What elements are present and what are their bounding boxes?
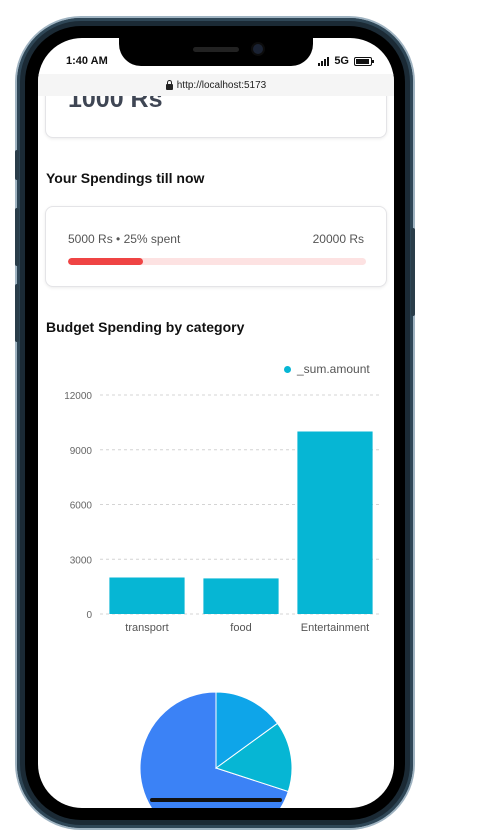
lock-icon [165,79,173,90]
budget-amount-card: 1000 Rs [45,96,387,138]
x-tick-label: transport [125,622,168,634]
chart-legend[interactable]: _sum.amount [284,362,370,376]
status-bar: 1:40 AM 5G [38,38,394,78]
category-pie-chart [139,691,293,808]
network-label: 5G [334,55,349,67]
notch [119,38,313,66]
volume-up-button [15,208,19,266]
category-title: Budget Spending by category [46,319,245,335]
browser-url-bar[interactable]: http://localhost:5173 [38,74,394,96]
y-tick-label: 6000 [70,501,93,512]
url-text[interactable]: http://localhost:5173 [176,79,267,91]
legend-dot-icon [284,365,291,373]
bar-entertainment[interactable] [297,431,373,615]
category-bar-chart: 0 3000 6000 9000 12000 transport food Entertain… [64,391,382,634]
bar-food[interactable] [203,578,279,614]
pie-slice-1[interactable] [214,722,293,793]
spendings-card: 5000 Rs • 25% spent 20000 Rs [45,206,387,287]
mute-switch [15,150,19,180]
speaker-grille [193,47,239,52]
bar-transport[interactable] [109,577,185,615]
budget-amount: 1000 Rs [68,96,163,113]
volume-down-button [15,284,19,342]
pie-slice-0[interactable] [139,691,289,808]
budget-total: 20000 Rs [312,232,364,246]
progress-track [68,258,366,265]
y-tick-label: 3000 [70,555,93,566]
signal-icon [318,56,330,66]
pie-slice-2[interactable] [215,691,279,769]
phone-screen: 1:40 AM 5G http://localhost:5173 1000 Rs… [38,38,394,808]
x-tick-label: food [230,622,251,634]
progress-fill [68,258,143,265]
status-indicators: 5G [318,55,374,67]
page-content: 1000 Rs Your Spendings till now 5000 Rs … [38,96,394,808]
power-button [411,228,415,316]
y-tick-label: 9000 [70,446,93,457]
spent-summary: 5000 Rs • 25% spent [68,232,181,246]
battery-icon [354,56,374,66]
front-camera [253,44,263,54]
legend-label: _sum.amount [297,362,370,376]
home-indicator [150,798,282,802]
status-time: 1:40 AM [66,55,108,67]
x-tick-label: Entertainment [301,622,369,634]
y-tick-label: 0 [86,610,92,621]
spendings-title: Your Spendings till now [46,170,205,186]
y-tick-label: 12000 [64,391,92,402]
